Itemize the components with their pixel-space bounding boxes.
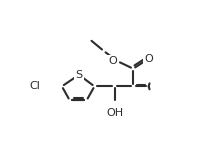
Text: Cl: Cl bbox=[29, 81, 40, 91]
Text: O: O bbox=[144, 54, 153, 64]
Text: S: S bbox=[75, 70, 83, 80]
Text: O: O bbox=[108, 56, 117, 66]
Text: OH: OH bbox=[106, 108, 123, 118]
